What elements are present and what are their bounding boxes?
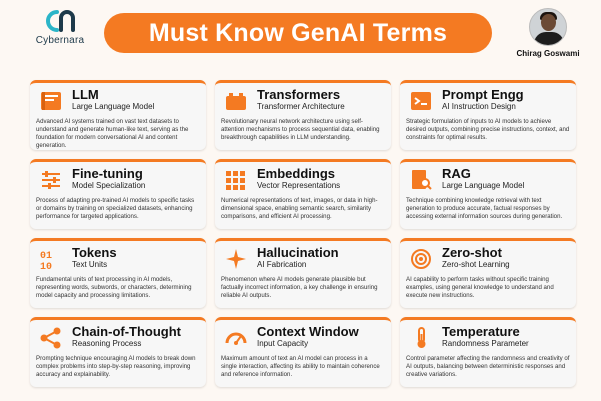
term-card: 01 10 Tokens Text Units Fundamental units of… — [30, 238, 206, 308]
term-card: Prompt Engg AI Instruction Design Strategi… — [400, 80, 576, 150]
term-title: Chain-of-Thought — [72, 324, 182, 339]
term-subtitle: Transformer Architecture — [257, 102, 345, 111]
author-block: Chirag Goswami — [502, 8, 594, 58]
svg-text:10: 10 — [40, 262, 52, 270]
term-card-header: Embeddings Vector Representations — [221, 166, 385, 194]
term-title: Prompt Engg — [442, 87, 524, 102]
term-description: Numerical representations of text, image… — [221, 197, 378, 221]
term-title: Zero-shot — [442, 245, 502, 260]
term-title: Hallucination — [257, 245, 339, 260]
term-title: Tokens — [72, 245, 117, 260]
vector-grid-icon — [224, 169, 248, 191]
term-description: Revolutionary neural network architectur… — [221, 118, 380, 142]
term-card: Hallucination AI Fabrication Phenomenon wh… — [215, 238, 391, 308]
term-description: Prompting technique encouraging AI model… — [36, 355, 196, 379]
term-subtitle: Large Language Model — [442, 181, 525, 190]
document-search-icon — [409, 169, 433, 191]
term-card-header: Chain-of-Thought Reasoning Process — [36, 324, 200, 352]
term-card: Zero-shot Zero-shot Learning AI capability… — [400, 238, 576, 308]
term-card: RAG Large Language Model Technique combini… — [400, 159, 576, 229]
term-subtitle: Input Capacity — [257, 339, 309, 348]
share-icon — [39, 327, 63, 349]
term-title: Temperature — [442, 324, 520, 339]
term-description: Technique combining knowledge retrieval … — [406, 197, 563, 221]
terminal-icon — [409, 90, 433, 112]
term-description: Phenomenon where AI models generate plau… — [221, 276, 378, 300]
term-description: Control parameter affecting the randomne… — [406, 355, 570, 379]
term-card-header: Hallucination AI Fabrication — [221, 245, 385, 273]
term-card: Temperature Randomness Parameter Control p… — [400, 317, 576, 387]
term-subtitle: Vector Representations — [257, 181, 341, 190]
page-title: Must Know GenAI Terms — [104, 13, 492, 53]
term-subtitle: AI Fabrication — [257, 260, 307, 269]
term-description: Process of adapting pre-trained AI model… — [36, 197, 195, 221]
term-card: Context Window Input Capacity Maximum amou… — [215, 317, 391, 387]
term-description: Advanced AI systems trained on vast text… — [36, 118, 189, 150]
term-card-header: RAG Large Language Model — [406, 166, 570, 194]
terms-grid: LLM Large Language Model Advanced AI syste… — [30, 80, 576, 387]
term-card: Fine-tuning Model Specialization Process o… — [30, 159, 206, 229]
term-description: Fundamental units of text processing in … — [36, 276, 192, 300]
term-card: Embeddings Vector Representations Numerica… — [215, 159, 391, 229]
term-title: Embeddings — [257, 166, 336, 181]
target-icon — [409, 248, 433, 270]
term-description: Maximum amount of text an AI model can p… — [221, 355, 380, 379]
term-card-header: Fine-tuning Model Specialization — [36, 166, 200, 194]
term-title: Context Window — [257, 324, 359, 339]
term-subtitle: AI Instruction Design — [442, 102, 516, 111]
term-description: AI capability to perform tasks without s… — [406, 276, 554, 300]
term-subtitle: Zero-shot Learning — [442, 260, 510, 269]
term-title: LLM — [72, 87, 99, 102]
term-title: Transformers — [257, 87, 341, 102]
brand-logo: Cybernara — [20, 8, 100, 46]
term-card-header: Prompt Engg AI Instruction Design — [406, 87, 570, 115]
term-card: LLM Large Language Model Advanced AI syste… — [30, 80, 206, 150]
term-subtitle: Large Language Model — [72, 102, 155, 111]
term-card-header: Context Window Input Capacity — [221, 324, 385, 352]
term-card-header: Transformers Transformer Architecture — [221, 87, 385, 115]
term-title: RAG — [442, 166, 471, 181]
term-subtitle: Reasoning Process — [72, 339, 142, 348]
term-card-header: LLM Large Language Model — [36, 87, 200, 115]
sliders-icon — [39, 169, 63, 191]
term-description: Strategic formulation of inputs to AI mo… — [406, 118, 570, 142]
cybernara-logo-icon — [41, 8, 79, 34]
header: Cybernara Must Know GenAI Terms Chirag G… — [0, 0, 601, 62]
term-card: Transformers Transformer Architecture Revo… — [215, 80, 391, 150]
term-card: Chain-of-Thought Reasoning Process Prompti… — [30, 317, 206, 387]
term-title: Fine-tuning — [72, 166, 143, 181]
thermometer-icon — [409, 327, 433, 349]
gauge-icon — [224, 327, 248, 349]
term-card-header: Temperature Randomness Parameter — [406, 324, 570, 352]
brand-name: Cybernara — [35, 35, 85, 46]
term-subtitle: Randomness Parameter — [442, 339, 529, 348]
svg-text:01: 01 — [40, 251, 52, 262]
term-card-header: 01 10 Tokens Text Units — [36, 245, 200, 273]
term-card-header: Zero-shot Zero-shot Learning — [406, 245, 570, 273]
term-subtitle: Model Specialization — [72, 181, 146, 190]
binary-icon: 01 10 — [39, 248, 63, 270]
avatar — [529, 8, 567, 46]
sparkle-icon — [224, 248, 248, 270]
book-icon — [39, 90, 63, 112]
battery-icon — [224, 90, 248, 112]
author-name: Chirag Goswami — [516, 49, 580, 58]
term-subtitle: Text Units — [72, 260, 108, 269]
